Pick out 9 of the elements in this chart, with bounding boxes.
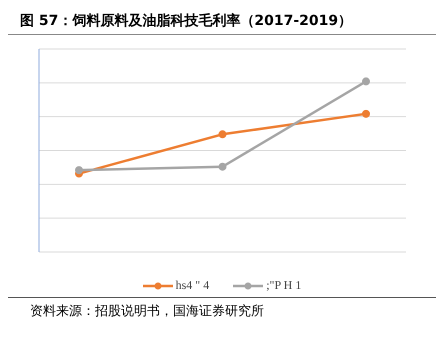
point: [218, 130, 226, 138]
legend-label: ;"P H 1: [266, 278, 302, 293]
point: [218, 162, 226, 171]
point: [362, 77, 370, 86]
legend-label: hs4 " 4: [176, 278, 210, 293]
point: [362, 110, 370, 118]
text: 资料来源：招股说明书，国海证券研究所: [30, 303, 265, 320]
chart-title: 图 57：饲料原料及油脂科技毛利率（2017-2019）: [8, 8, 436, 35]
point: [75, 166, 83, 174]
